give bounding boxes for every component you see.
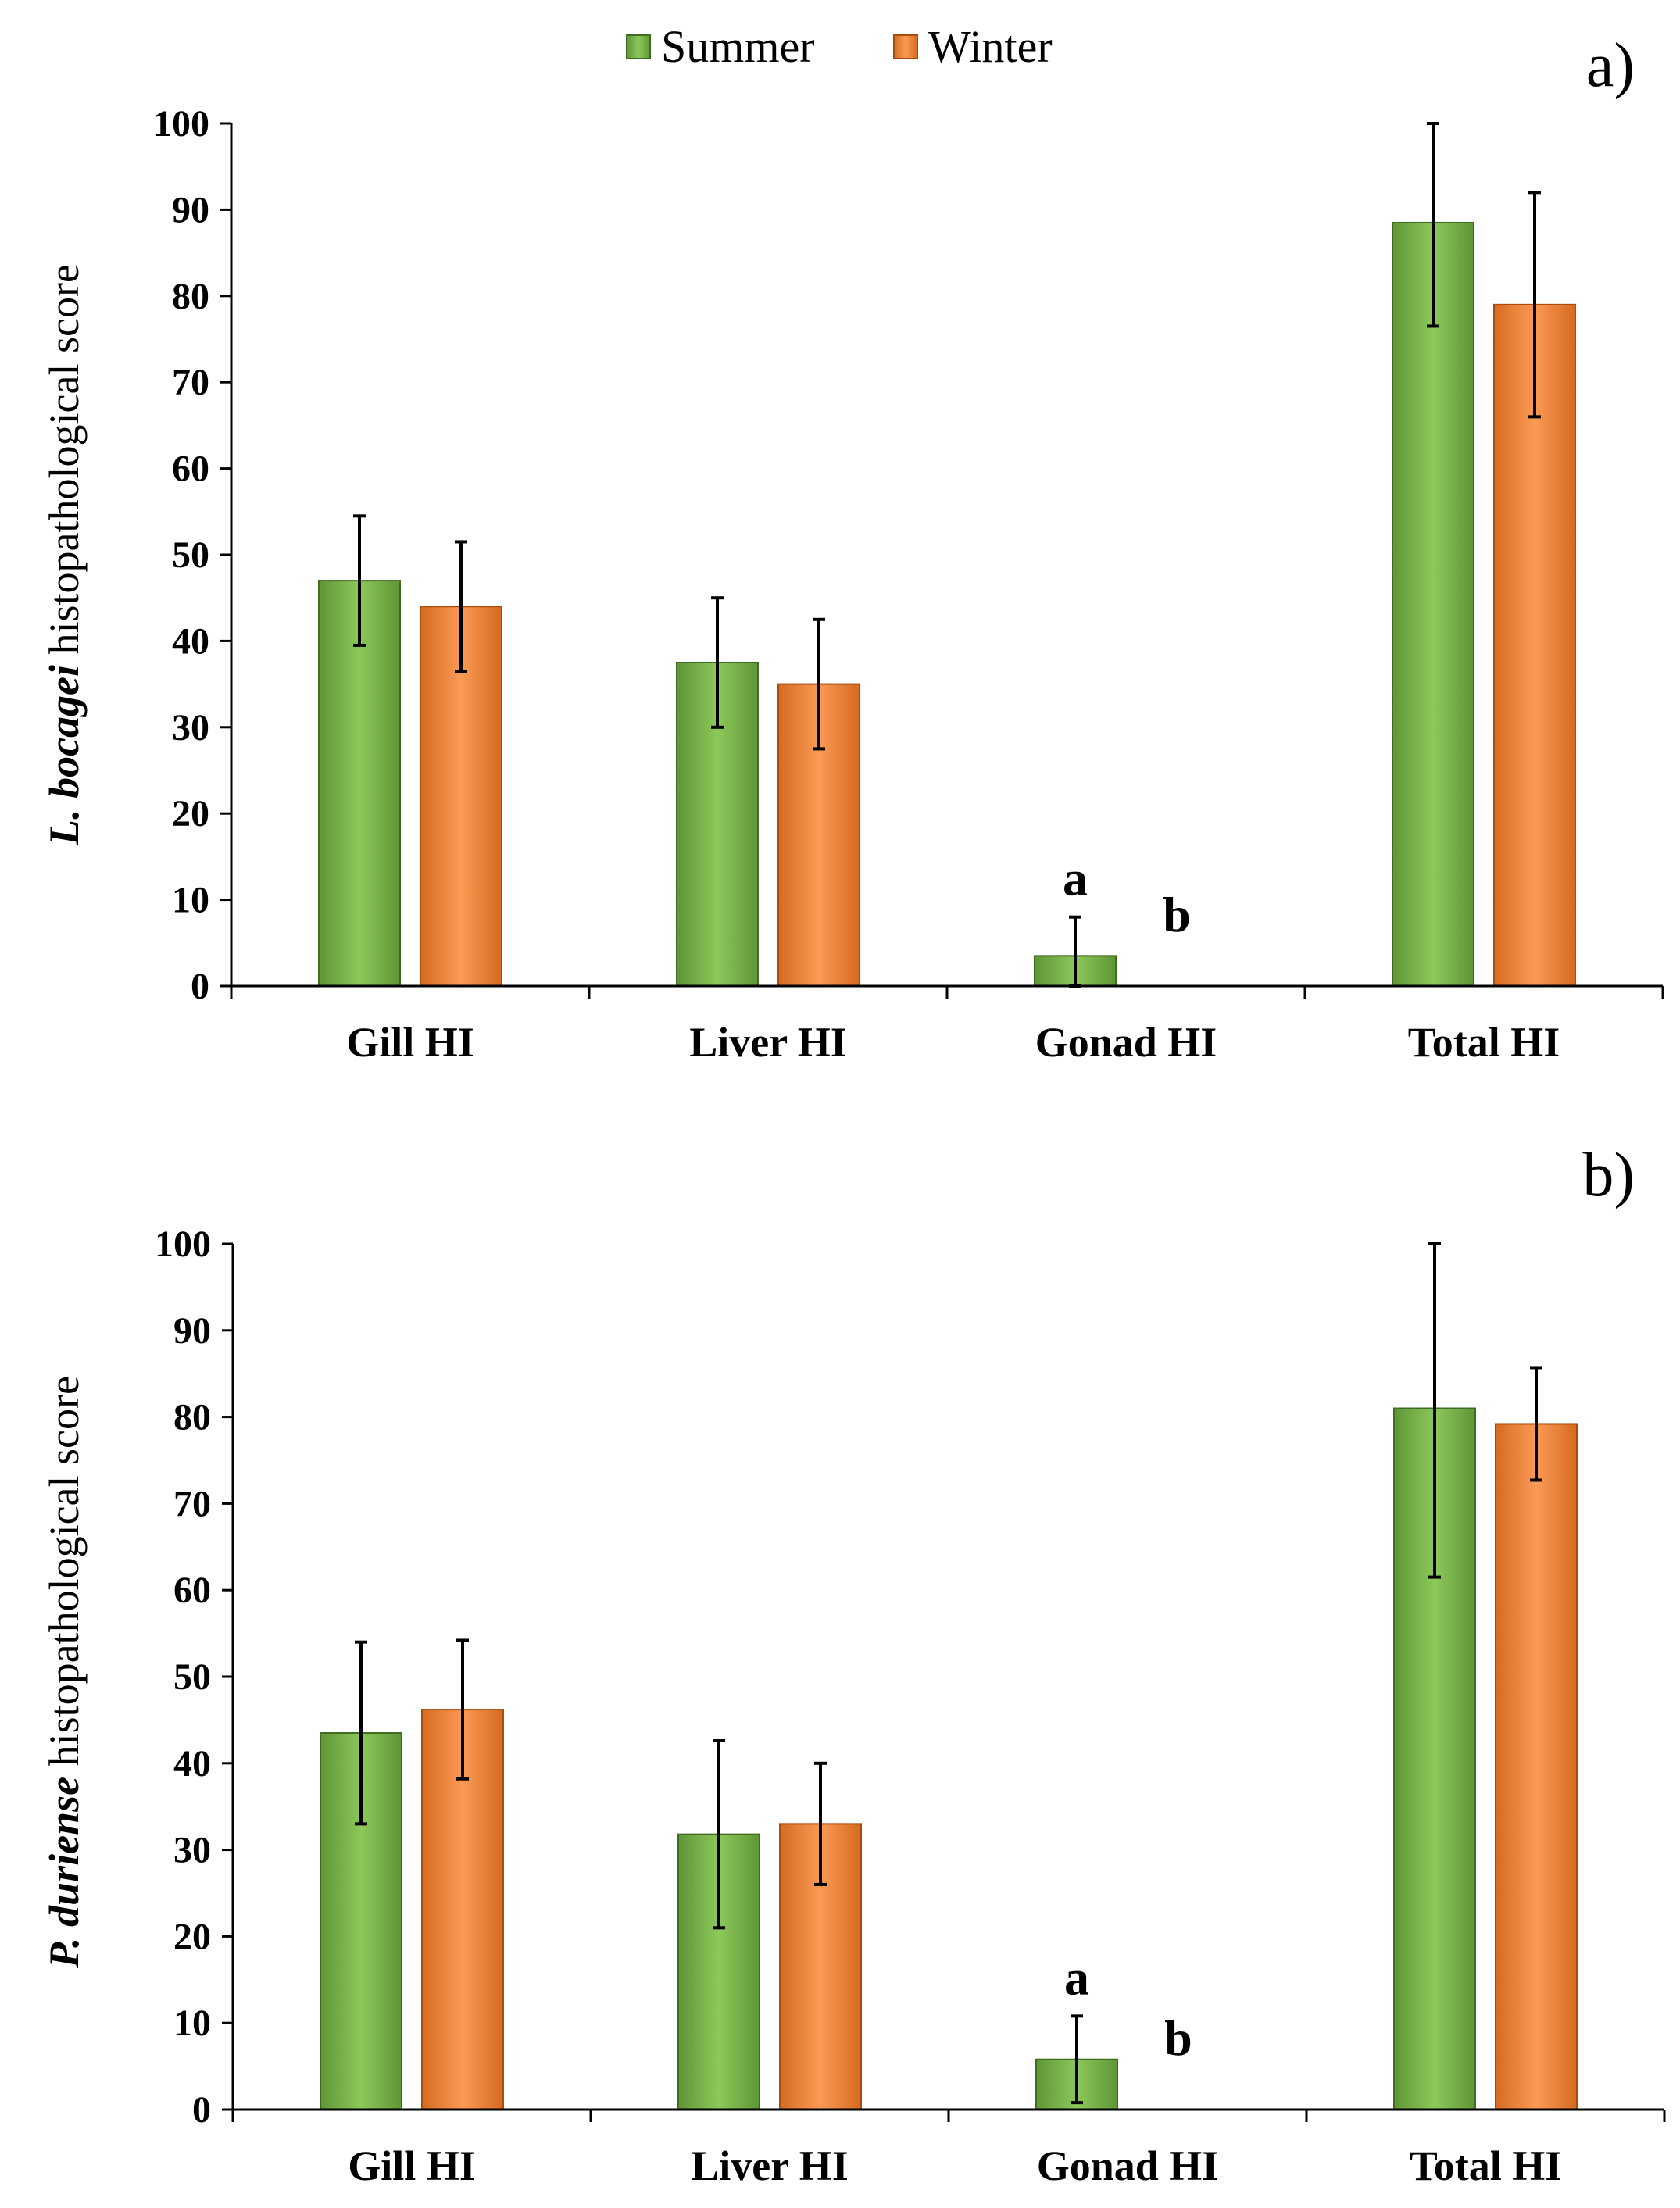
x-category-label: Total HI [1408,1019,1560,1066]
chart-panel-a: a) L. bocagei histopathological score 0 1… [41,31,1664,1066]
significance-letter: b [1164,2010,1192,2066]
y-tick-label: 0 [192,2089,211,2131]
y-tick-label: 70 [173,1483,211,1524]
x-categories: Gill HI Liver HI Gonad HI Total HI [346,1019,1560,1066]
y-tick-label: 50 [173,1656,211,1698]
legend-swatch-winter [893,34,918,59]
x-category-label: Gill HI [348,2142,476,2189]
y-tick-label: 10 [173,2003,211,2044]
y-tick-label: 40 [173,1743,211,1785]
x-category-label: Liver HI [691,2142,849,2189]
error-bars [355,1242,1542,2105]
x-category-label: Gonad HI [1037,2142,1219,2189]
bar-summer-gill-hi [318,580,401,987]
y-tick-label: 90 [173,1310,211,1352]
y-tick-label: 100 [153,103,209,145]
y-tick-label: 10 [172,880,209,921]
significance-letter: a [1064,1949,1089,2005]
error-bars [353,122,1541,988]
legend-swatch-summer [626,34,651,59]
x-category-label: Liver HI [689,1019,847,1066]
bars [318,221,1576,987]
y-tick-label: 90 [172,189,209,230]
chart-panel-b: b) P. duriense histopathological score 0… [41,1141,1666,2189]
y-tick-label: 70 [172,362,209,403]
x-category-label: Total HI [1410,2142,1562,2189]
x-category-label: Gill HI [346,1019,474,1066]
axes [231,1244,1666,2122]
bar-summer-total-hi [1392,221,1474,987]
y-tick-label: 30 [173,1830,211,1871]
y-tick-label: 20 [172,793,209,834]
y-tick-label: 40 [172,620,209,662]
x-category-label: Gonad HI [1035,1019,1217,1066]
y-ticks: 0 10 20 30 40 50 60 70 80 90 100 [155,1224,233,2131]
y-axis-label: P. duriense histopathological score [41,1376,88,1969]
y-tick-label: 100 [155,1224,211,1265]
significance-letter: a [1063,851,1088,906]
y-tick-label: 50 [172,534,209,576]
axes [230,123,1664,999]
panel-label: b) [1582,1141,1635,1209]
y-tick-label: 60 [173,1570,211,1611]
bars [320,1407,1578,2111]
significance-letter: b [1163,887,1191,942]
y-tick-label: 20 [173,1916,211,1957]
bar-winter-total-hi [1495,1423,1578,2110]
x-categories: Gill HI Liver HI Gonad HI Total HI [348,2142,1561,2189]
y-axis-label: L. bocagei histopathological score [41,264,88,846]
panel-label: a) [1586,31,1635,100]
legend-label-summer: Summer [661,21,815,72]
legend: Summer Winter [626,21,1053,72]
y-tick-label: 60 [172,448,209,490]
y-ticks: 0 10 20 30 40 50 60 70 80 90 100 [153,103,231,1007]
y-tick-label: 0 [191,966,209,1007]
significance-annotations: ab [1064,1949,1192,2066]
y-tick-label: 80 [173,1397,211,1438]
y-tick-label: 80 [172,276,209,317]
significance-annotations: ab [1063,851,1191,942]
legend-label-winter: Winter [928,21,1053,72]
y-tick-label: 30 [172,707,209,749]
